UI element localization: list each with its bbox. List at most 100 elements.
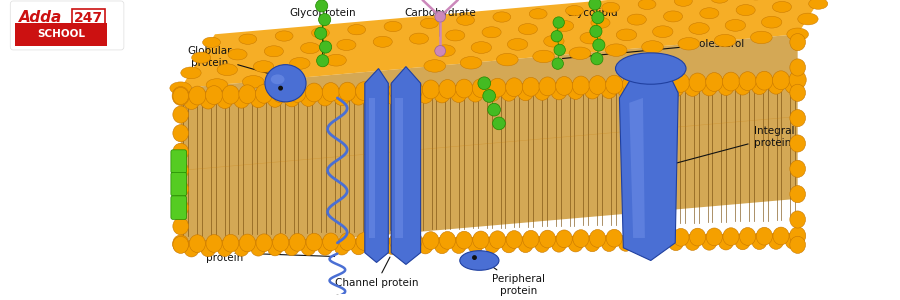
Ellipse shape <box>551 82 567 100</box>
Ellipse shape <box>356 82 373 100</box>
Ellipse shape <box>790 84 806 101</box>
Ellipse shape <box>752 77 768 94</box>
Ellipse shape <box>740 227 756 245</box>
Circle shape <box>315 27 327 39</box>
Ellipse shape <box>568 82 584 99</box>
Polygon shape <box>395 98 403 238</box>
Ellipse shape <box>305 83 323 102</box>
Ellipse shape <box>456 231 472 249</box>
Ellipse shape <box>256 84 273 103</box>
Ellipse shape <box>500 83 517 101</box>
Ellipse shape <box>201 240 216 257</box>
Circle shape <box>590 53 603 65</box>
Ellipse shape <box>418 85 434 103</box>
Ellipse shape <box>267 239 283 256</box>
Ellipse shape <box>356 232 373 250</box>
Ellipse shape <box>572 76 590 95</box>
Ellipse shape <box>672 74 689 92</box>
Text: Integral
protein: Integral protein <box>666 126 794 166</box>
Ellipse shape <box>306 233 322 251</box>
Ellipse shape <box>809 0 828 9</box>
Ellipse shape <box>181 67 202 79</box>
Ellipse shape <box>554 20 573 32</box>
Ellipse shape <box>189 235 205 253</box>
Ellipse shape <box>460 56 482 69</box>
Ellipse shape <box>484 84 500 102</box>
Ellipse shape <box>217 91 233 109</box>
Ellipse shape <box>501 236 517 253</box>
Text: Globular
protein: Globular protein <box>188 46 283 78</box>
Ellipse shape <box>389 81 406 100</box>
Ellipse shape <box>572 230 589 248</box>
Polygon shape <box>181 0 832 88</box>
Ellipse shape <box>390 232 406 250</box>
Ellipse shape <box>317 88 333 106</box>
Ellipse shape <box>192 52 211 63</box>
Ellipse shape <box>418 237 433 254</box>
Ellipse shape <box>790 236 806 254</box>
Ellipse shape <box>606 75 623 94</box>
Circle shape <box>553 17 564 28</box>
Ellipse shape <box>772 71 789 90</box>
Ellipse shape <box>482 27 501 38</box>
Ellipse shape <box>585 235 600 252</box>
FancyBboxPatch shape <box>171 196 186 219</box>
Ellipse shape <box>272 84 289 103</box>
Circle shape <box>320 41 332 53</box>
Polygon shape <box>629 98 645 238</box>
Ellipse shape <box>172 86 189 105</box>
Ellipse shape <box>706 73 723 92</box>
Ellipse shape <box>468 236 483 253</box>
Ellipse shape <box>627 14 646 25</box>
Ellipse shape <box>556 230 572 248</box>
Ellipse shape <box>769 232 784 249</box>
Ellipse shape <box>318 238 333 255</box>
Ellipse shape <box>217 240 232 256</box>
Text: Adda: Adda <box>19 10 62 25</box>
Ellipse shape <box>552 236 566 252</box>
Ellipse shape <box>715 34 736 47</box>
Ellipse shape <box>768 76 784 94</box>
Ellipse shape <box>602 2 620 13</box>
Ellipse shape <box>322 82 339 101</box>
Ellipse shape <box>790 135 806 152</box>
Circle shape <box>589 0 601 10</box>
Ellipse shape <box>790 110 806 127</box>
Ellipse shape <box>400 86 417 104</box>
Circle shape <box>316 0 328 12</box>
Ellipse shape <box>669 234 683 250</box>
Ellipse shape <box>490 231 506 249</box>
Ellipse shape <box>706 228 723 246</box>
Circle shape <box>551 31 562 42</box>
Ellipse shape <box>493 12 511 22</box>
Ellipse shape <box>301 239 316 255</box>
Ellipse shape <box>634 234 650 251</box>
Ellipse shape <box>334 88 350 106</box>
Circle shape <box>593 39 605 51</box>
Ellipse shape <box>206 235 222 252</box>
Ellipse shape <box>663 11 682 22</box>
Ellipse shape <box>506 78 523 97</box>
Ellipse shape <box>339 233 356 250</box>
Ellipse shape <box>184 92 200 110</box>
Ellipse shape <box>656 74 673 93</box>
Ellipse shape <box>790 186 806 203</box>
Ellipse shape <box>508 38 527 50</box>
Text: Channel protein: Channel protein <box>335 257 419 288</box>
Circle shape <box>554 44 565 56</box>
Ellipse shape <box>373 232 389 250</box>
Ellipse shape <box>200 91 216 109</box>
Ellipse shape <box>638 0 656 10</box>
Ellipse shape <box>410 33 428 44</box>
Ellipse shape <box>326 54 346 66</box>
Ellipse shape <box>736 4 755 16</box>
Ellipse shape <box>785 232 800 249</box>
Text: Glycolipid: Glycolipid <box>566 8 617 36</box>
Ellipse shape <box>222 85 239 104</box>
Ellipse shape <box>752 233 767 250</box>
Circle shape <box>482 90 496 102</box>
Ellipse shape <box>228 49 248 60</box>
FancyBboxPatch shape <box>171 172 186 196</box>
Ellipse shape <box>435 237 450 254</box>
Ellipse shape <box>616 29 636 41</box>
